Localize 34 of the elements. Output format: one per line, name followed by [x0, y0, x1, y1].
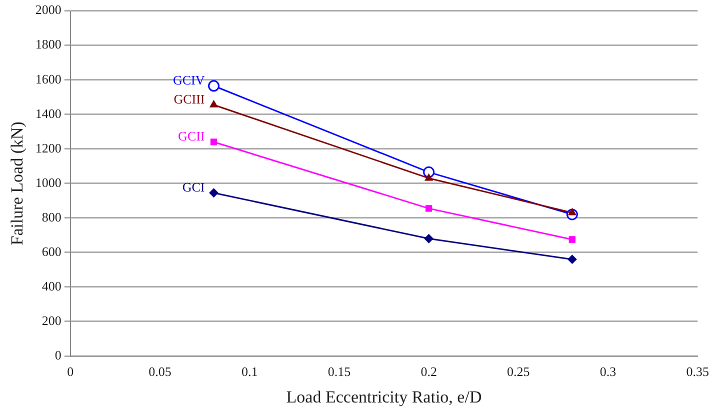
- y-tick-label: 800: [42, 209, 62, 224]
- x-axis-title: Load Eccentricity Ratio, e/D: [286, 387, 482, 406]
- point: [568, 236, 576, 243]
- point: [424, 174, 433, 181]
- series-label: GCIII: [174, 91, 205, 106]
- y-tick-label: 600: [42, 244, 62, 259]
- series-label: GCI: [182, 179, 205, 194]
- x-tick-label: 0.35: [686, 364, 709, 380]
- y-tick-label: 2000: [35, 2, 62, 18]
- x-tick-label: 0.3: [600, 364, 616, 380]
- x-tick-label: 0.15: [328, 364, 351, 380]
- series-label: GCIV: [172, 72, 206, 88]
- point: [208, 80, 220, 92]
- series-label: GCII: [178, 128, 205, 144]
- x-tick-label: 0.25: [507, 364, 530, 380]
- point: [209, 188, 218, 198]
- x-tick-label: 0: [67, 364, 74, 380]
- x-tick-label: 0.05: [148, 364, 172, 380]
- y-tick-label: 1600: [35, 71, 62, 86]
- y-tick-label: 1200: [35, 140, 62, 156]
- y-axis-title: Failure Load (kN): [8, 122, 27, 246]
- point: [210, 138, 218, 146]
- x-tick-label: 0.2: [420, 364, 437, 380]
- y-tick-label: 1000: [35, 174, 62, 190]
- y-tick-label: 200: [42, 312, 62, 328]
- point: [424, 234, 434, 244]
- y-tick-label: 1400: [35, 106, 62, 121]
- point: [210, 100, 218, 108]
- y-tick-label: 0: [54, 347, 62, 362]
- point: [568, 254, 577, 264]
- point: [425, 205, 432, 212]
- y-tick-label: 400: [42, 278, 62, 294]
- y-tick-label: 1800: [35, 36, 62, 52]
- x-tick-label: 0.1: [241, 364, 258, 380]
